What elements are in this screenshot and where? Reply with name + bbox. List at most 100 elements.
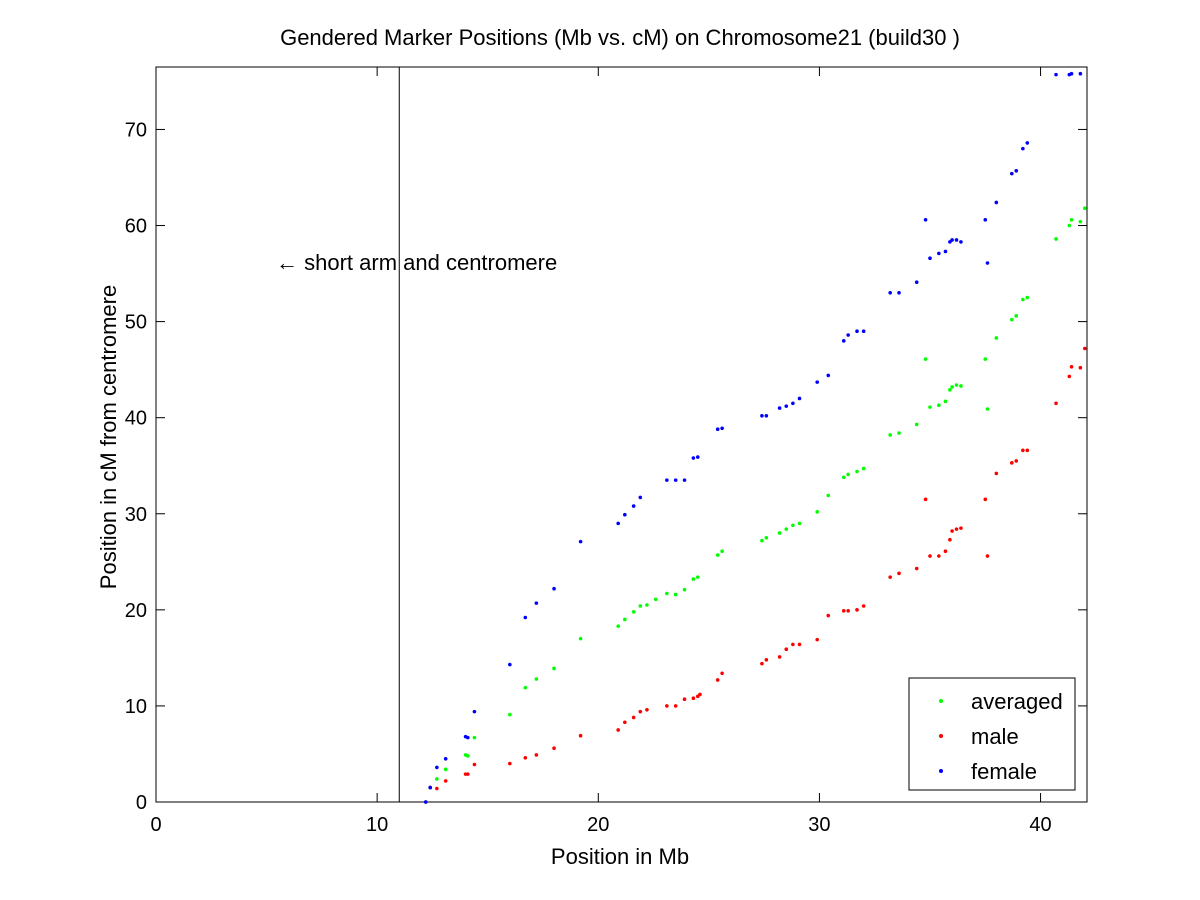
point-averaged <box>552 666 556 671</box>
point-averaged <box>623 617 627 622</box>
point-averaged <box>1082 206 1087 211</box>
x-tick-label: 0 <box>150 814 161 836</box>
point-female <box>466 735 470 740</box>
point-averaged <box>1025 295 1030 300</box>
point-male <box>720 671 724 676</box>
point-female <box>428 785 433 790</box>
series-male <box>423 346 1087 804</box>
point-female <box>673 478 678 482</box>
point-female <box>897 290 901 295</box>
point-female <box>855 329 859 334</box>
point-male <box>841 609 846 613</box>
point-female <box>1025 141 1030 145</box>
y-tick-label: 20 <box>125 600 147 622</box>
point-female <box>888 290 892 295</box>
point-male <box>1069 364 1074 369</box>
point-averaged <box>435 777 439 781</box>
point-averaged <box>653 597 658 602</box>
point-averaged <box>950 385 954 389</box>
point-female <box>764 413 769 418</box>
series-averaged <box>423 206 1087 804</box>
point-averaged <box>855 469 859 474</box>
x-tick-label: 20 <box>587 814 609 836</box>
point-averaged <box>983 357 988 361</box>
legend-markers <box>939 699 943 773</box>
point-male <box>682 697 687 701</box>
point-averaged <box>937 403 941 407</box>
legend-box <box>908 677 1076 791</box>
point-averaged <box>928 405 932 409</box>
point-averaged <box>523 685 528 690</box>
point-averaged <box>1010 317 1014 322</box>
point-male <box>578 733 583 738</box>
point-male <box>631 715 636 720</box>
point-male <box>888 575 892 579</box>
point-averaged <box>797 521 802 526</box>
point-male <box>928 554 932 558</box>
point-averaged <box>985 407 990 411</box>
x-tick-label: 10 <box>366 814 388 836</box>
point-averaged <box>764 535 769 540</box>
point-female <box>943 249 948 254</box>
point-male <box>1025 448 1030 453</box>
point-male <box>1082 346 1087 351</box>
point-female <box>760 413 764 418</box>
point-female <box>1054 72 1058 77</box>
point-male <box>638 709 643 714</box>
point-averaged <box>1021 297 1025 302</box>
point-averaged <box>826 493 831 498</box>
point-male <box>443 779 448 783</box>
point-averaged <box>472 735 477 740</box>
point-averaged <box>923 357 928 361</box>
y-tick-label: 10 <box>125 696 147 718</box>
point-female <box>443 756 448 761</box>
point-male <box>784 647 789 652</box>
y-tick-label: 30 <box>125 504 147 526</box>
point-female <box>914 280 919 285</box>
point-female <box>1069 71 1074 76</box>
point-female <box>959 240 963 244</box>
point-female <box>985 261 990 265</box>
plot-frame <box>155 66 1088 803</box>
point-male <box>508 761 512 766</box>
point-female <box>695 455 700 459</box>
series-female <box>423 71 1083 804</box>
point-averaged <box>638 604 643 608</box>
chart-title: Gendered Marker Positions (Mb vs. cM) on… <box>280 25 960 50</box>
point-female <box>720 426 724 431</box>
point-averaged <box>466 754 470 758</box>
point-averaged <box>888 433 892 437</box>
legend: averaged male female <box>908 677 1076 791</box>
legend-label-female: female <box>971 759 1037 784</box>
point-averaged <box>791 523 795 528</box>
y-tick-label: 70 <box>125 119 147 141</box>
point-male <box>959 526 963 530</box>
point-averaged <box>715 553 720 557</box>
point-female <box>784 404 789 408</box>
point-averaged <box>720 549 724 554</box>
point-female <box>638 495 643 500</box>
point-male <box>950 529 954 533</box>
point-averaged <box>534 677 539 681</box>
point-male <box>914 566 919 571</box>
point-averaged <box>948 388 952 392</box>
point-female <box>435 765 439 770</box>
point-male <box>1054 401 1058 406</box>
point-female <box>616 521 620 526</box>
x-tick-label: 30 <box>808 814 830 836</box>
point-male <box>791 642 795 647</box>
point-male <box>846 609 850 613</box>
x-tick-label: 40 <box>1029 814 1051 836</box>
point-male <box>616 728 620 732</box>
y-axis-label: Position in cM from centromere <box>96 285 121 589</box>
point-female <box>777 406 782 410</box>
point-male <box>645 707 649 712</box>
axis-ticks: 0 10 20 30 40 0 10 20 30 40 50 60 70 <box>125 67 1087 836</box>
point-averaged <box>760 538 764 543</box>
point-female <box>1014 168 1019 173</box>
point-averaged <box>959 384 963 388</box>
point-female <box>508 662 512 667</box>
point-male <box>797 642 802 647</box>
point-averaged <box>645 603 649 607</box>
